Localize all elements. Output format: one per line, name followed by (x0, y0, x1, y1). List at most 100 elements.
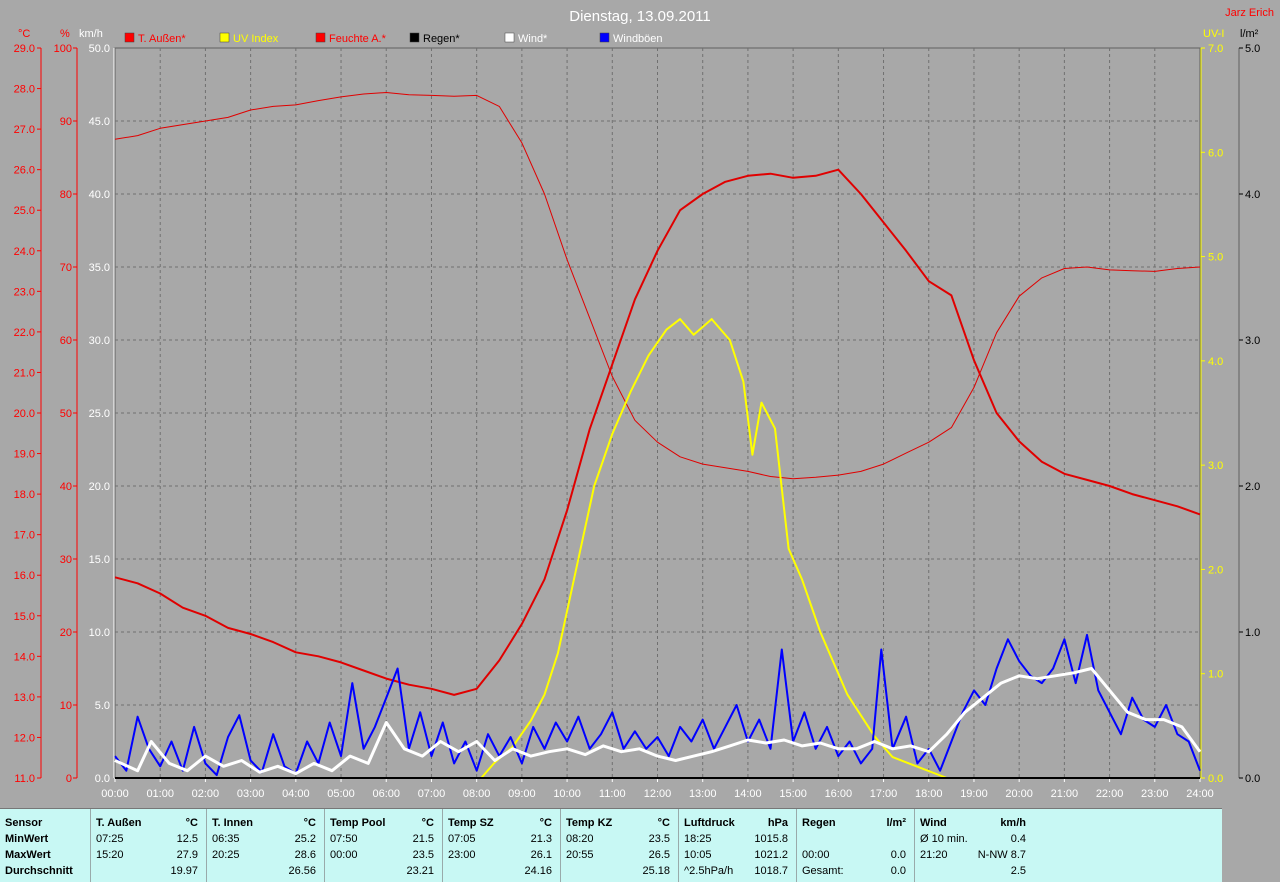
time-tick-label: 09:00 (508, 788, 536, 800)
stats-column: Temp Pool °C 07:50 21.5 00:00 23.5 23.21 (324, 809, 443, 882)
uv-tick-label: 3.0 (1208, 460, 1223, 472)
stats-column: Regen l/m² 00:00 0.0 Gesamt: 0.0 (796, 809, 915, 882)
stats-cell-left: 07:05 (448, 833, 476, 845)
stats-cell-row: 19.97 (91, 864, 207, 879)
weather-chart: Dienstag, 13.09.2011 Jarz Erich °C % km/… (14, 7, 1274, 800)
series-line (114, 168, 1201, 696)
stats-cell-left: 23:00 (448, 849, 476, 861)
hum-tick-label: 10 (60, 700, 72, 712)
stats-cell-value: 21.5 (412, 833, 434, 845)
uv-tick-label: 4.0 (1208, 356, 1223, 368)
stats-cell-left: Temp SZ (448, 817, 494, 829)
stats-cell-left: Wind (920, 817, 947, 829)
time-tick-label: 21:00 (1051, 788, 1079, 800)
stats-cell-row: 07:50 21.5 (325, 832, 443, 847)
temp-tick-label: 25.0 (14, 205, 35, 217)
stats-cell-left: Temp KZ (566, 817, 613, 829)
stats-cell-value: 1015.8 (754, 833, 788, 845)
hum-tick-label: 60 (60, 335, 72, 347)
time-tick-label: 02:00 (192, 788, 220, 800)
stats-cell-row: 20:25 28.6 (207, 848, 325, 863)
stats-column: Luftdruck hPa 18:25 1015.8 10:05 1021.2 ^2.5hP… (678, 809, 797, 882)
series-line (114, 92, 1201, 480)
stats-cell-value: km/h (1000, 817, 1026, 829)
rain-unit-label: l/m² (1240, 28, 1259, 40)
stats-cell-left: Luftdruck (684, 817, 735, 829)
series-line (114, 667, 1202, 776)
stats-cell-value: 28.6 (294, 849, 316, 861)
stats-cell-row: Wind km/h (915, 816, 1035, 831)
stats-cell-left: T. Innen (212, 817, 253, 829)
time-tick-label: 11:00 (599, 788, 626, 800)
stats-column: T. Innen °C 06:35 25.2 20:25 28.6 26.56 (206, 809, 325, 882)
stats-label-avg: Durchschnitt (5, 865, 73, 877)
stats-cell-value: 12.5 (176, 833, 198, 845)
wind-unit-label: km/h (79, 28, 103, 40)
time-tick-label: 04:00 (282, 788, 310, 800)
stats-cell-value: 23.5 (648, 833, 670, 845)
stats-cell-value: °C (657, 817, 670, 829)
stats-cell-value: 25.2 (294, 833, 316, 845)
stats-column: Temp SZ °C 07:05 21.3 23:00 26.1 24.16 (442, 809, 561, 882)
stats-cell-left: 18:25 (684, 833, 712, 845)
stats-label-min: MinWert (5, 833, 49, 845)
time-tick-label: 23:00 (1141, 788, 1169, 800)
hum-tick-label: 20 (60, 627, 72, 639)
stats-cell-row: T. Innen °C (207, 816, 325, 831)
temp-tick-label: 22.0 (14, 327, 35, 339)
wind-tick-label: 5.0 (95, 700, 110, 712)
wind-tick-label: 10.0 (89, 627, 110, 639)
rain-tick-label: 1.0 (1245, 627, 1260, 639)
time-tick-label: 13:00 (689, 788, 717, 800)
stats-cell-left: Temp Pool (330, 817, 386, 829)
stats-cell-value: 1021.2 (754, 849, 788, 861)
stats-cell-row: 2.5 (915, 864, 1035, 879)
stats-column: T. Außen °C 07:25 12.5 15:20 27.9 19.97 (90, 809, 207, 882)
legend-label: UV Index (233, 33, 279, 45)
stats-cell-left: 06:35 (212, 833, 240, 845)
stats-cell-left: 08:20 (566, 833, 594, 845)
legend-label: Regen* (423, 33, 460, 45)
legend-label: Windböen (613, 33, 663, 45)
chart-title: Dienstag, 13.09.2011 (569, 8, 711, 25)
time-tick-label: 16:00 (825, 788, 853, 800)
temp-tick-label: 12.0 (14, 732, 35, 744)
hum-tick-label: 0 (66, 773, 72, 785)
temp-tick-label: 24.0 (14, 246, 35, 258)
stats-cell-row: T. Außen °C (91, 816, 207, 831)
stats-cell-row: Gesamt: 0.0 (797, 864, 915, 879)
stats-cell-row: 24.16 (443, 864, 561, 879)
legend-swatch (219, 32, 230, 43)
stats-cell-row: 21:20 N-NW 8.7 (915, 848, 1035, 863)
series-line (115, 318, 1200, 779)
time-tick-label: 19:00 (960, 788, 988, 800)
temp-tick-label: 15.0 (14, 611, 35, 623)
stats-cell-row (797, 832, 915, 847)
stats-cell-value: 26.56 (288, 865, 316, 877)
hum-tick-label: 80 (60, 189, 72, 201)
stats-cell-left: 15:20 (96, 849, 124, 861)
temp-tick-label: 11.0 (14, 773, 35, 785)
hum-tick-label: 90 (60, 116, 72, 128)
stats-cell-row: 23:00 26.1 (443, 848, 561, 863)
legend-swatch (504, 32, 515, 43)
temp-tick-label: 19.0 (14, 449, 35, 461)
hum-tick-label: 70 (60, 262, 72, 274)
stats-cell-row: 20:55 26.5 (561, 848, 679, 863)
temp-tick-label: 29.0 (14, 43, 35, 55)
uv-tick-label: 1.0 (1208, 669, 1223, 681)
stats-cell-value: 0.0 (890, 865, 906, 877)
stats-cell-value: 24.16 (524, 865, 552, 877)
stats-cell-row: 08:20 23.5 (561, 832, 679, 847)
temp-tick-label: 23.0 (14, 286, 35, 298)
stats-cell-row: Temp KZ °C (561, 816, 679, 831)
hum-tick-label: 100 (54, 43, 72, 55)
stats-cell-value: N-NW 8.7 (977, 849, 1026, 861)
stats-cell-left: 07:50 (330, 833, 358, 845)
stats-cell-left: 21:20 (920, 849, 948, 861)
temp-tick-label: 20.0 (14, 408, 35, 420)
stats-cell-row: 07:05 21.3 (443, 832, 561, 847)
chart-legend: T. Außen* UV Index Feuchte A.* Regen* Wind* W… (124, 32, 663, 45)
time-tick-label: 12:00 (644, 788, 672, 800)
time-tick-label: 24:00 (1186, 788, 1214, 800)
